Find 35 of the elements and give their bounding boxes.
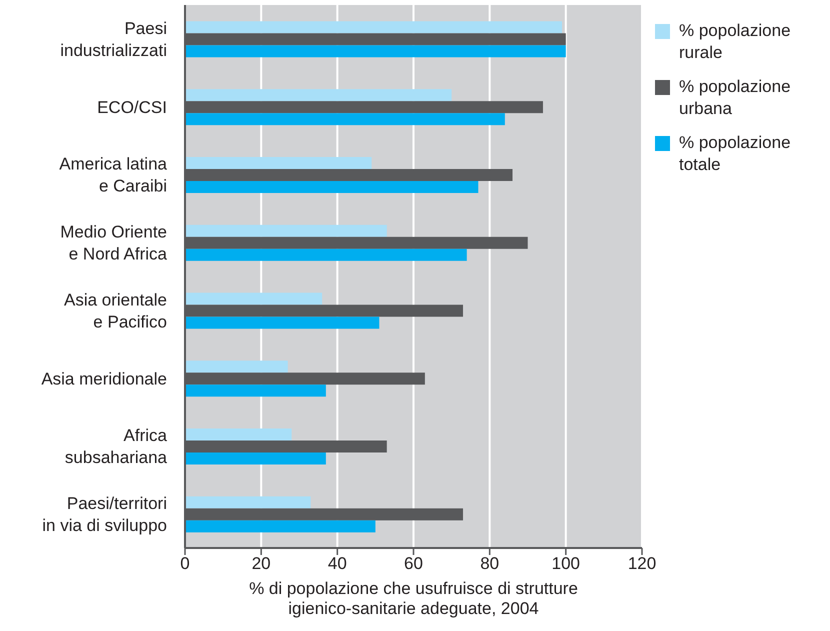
y-tick-label: Asia orientale e Pacifico: [64, 290, 167, 331]
y-tick-label: ECO/CSI: [97, 97, 167, 116]
x-tick-label: 0: [180, 554, 190, 574]
bar: [185, 45, 566, 58]
x-tick-label: 120: [628, 554, 656, 574]
x-tick-label: 80: [480, 554, 500, 574]
bar: [185, 89, 452, 102]
x-tick-label: 40: [328, 554, 347, 574]
bar: [185, 520, 376, 532]
x-tick-label: 100: [552, 554, 580, 574]
y-tick-label: Asia meridionale: [41, 368, 167, 388]
x-axis-title: % di popolazione che usufruisce di strutture igienico-sanitarie adeguate, 2004: [249, 578, 578, 618]
bar: [185, 157, 372, 170]
legend-label: % popolazione totale: [679, 132, 791, 176]
bar: [185, 428, 292, 441]
bar: [185, 384, 326, 397]
bar: [185, 113, 505, 126]
y-tick-label: Paesi industrializzati: [60, 18, 167, 60]
bar: [185, 316, 380, 329]
bar: [185, 181, 478, 194]
x-tick-label: 20: [252, 554, 271, 574]
legend-label: % popolazione rurale: [679, 20, 791, 64]
bar: [185, 292, 322, 305]
bar: [185, 224, 387, 237]
y-tick-label: Africa subsahariana: [64, 426, 168, 467]
y-tick-label: Paesi/territori in via di sviluppo: [42, 494, 167, 535]
y-tick-label: Medio Oriente e Nord Africa: [60, 222, 168, 264]
bar: [185, 248, 467, 261]
bar: [185, 21, 562, 34]
bar: [185, 496, 311, 508]
y-tick-label: America latina e Caraibi: [59, 154, 168, 196]
x-tick-label: 60: [404, 554, 423, 574]
bar: [185, 360, 288, 373]
legend-label: % popolazione urbana: [679, 76, 791, 120]
bar: [185, 452, 326, 465]
